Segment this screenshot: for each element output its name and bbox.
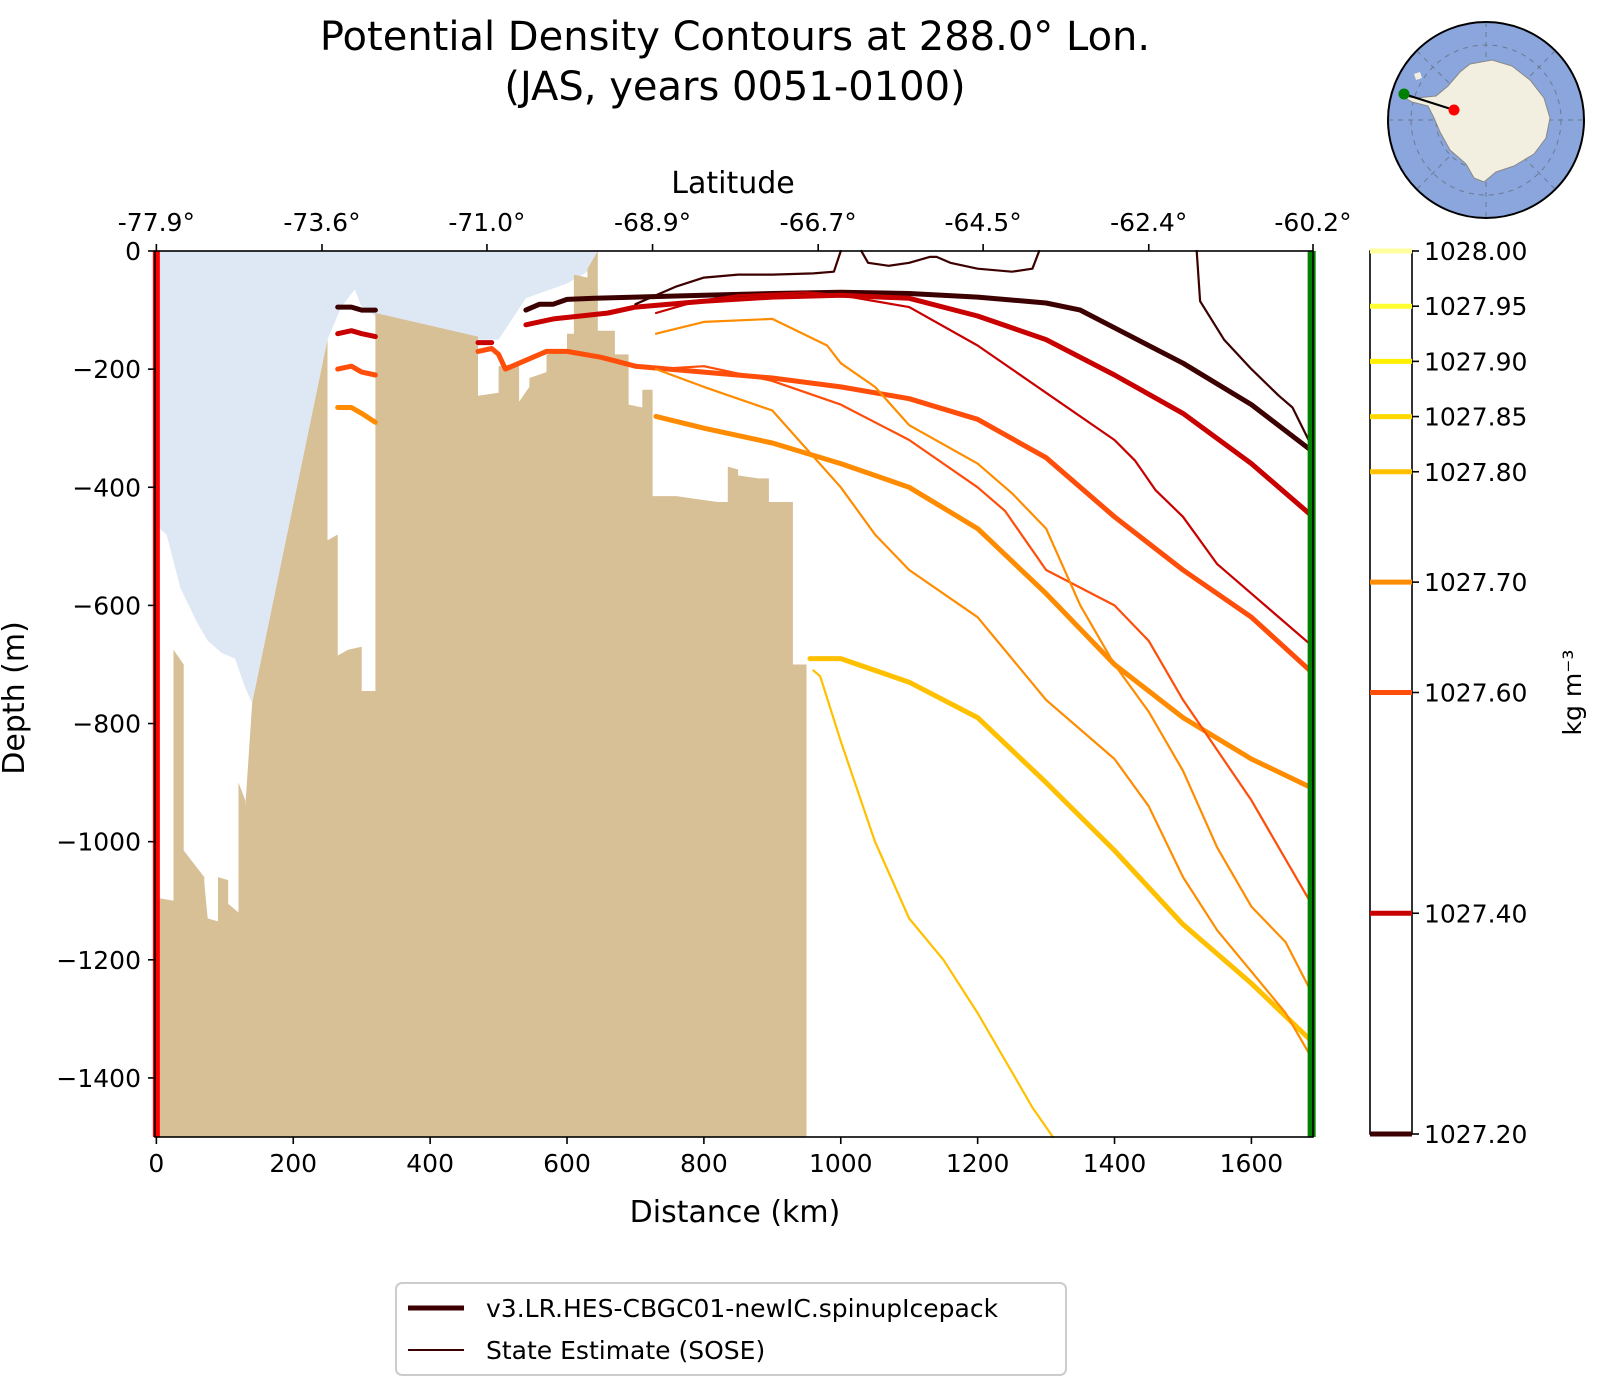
colorbar-tick-label: 1027.70	[1424, 568, 1527, 597]
x-tick-label: 1200	[946, 1149, 1010, 1178]
x-tick-label: 600	[543, 1149, 591, 1178]
colorbar-tick-label: 1027.80	[1424, 458, 1527, 487]
y-tick-label: −1200	[56, 946, 141, 975]
y-axis: 0 −200 −400 −600 −800 −1000 −1200 −1400	[56, 237, 155, 1093]
plot-area	[152, 249, 1316, 1139]
y-tick-label: −1000	[56, 828, 141, 857]
x-tick-label: 400	[406, 1149, 454, 1178]
y-axis-label: Depth (m)	[0, 621, 32, 775]
section-end-dot	[1398, 88, 1410, 100]
section-line	[1403, 93, 1455, 111]
y-tick-label: −400	[72, 473, 141, 502]
x-tick-label: 1600	[1220, 1149, 1284, 1178]
lat-tick-label: -71.0°	[448, 208, 525, 237]
lat-tick-label: -64.5°	[945, 208, 1022, 237]
antarctica-landmass	[1401, 59, 1551, 183]
colorbar-tick-label: 1028.00	[1424, 237, 1527, 266]
lat-tick-label: -66.7°	[780, 208, 857, 237]
legend-frame	[395, 1282, 1067, 1376]
y-tick-label: −800	[72, 710, 141, 739]
colorbar-label: kg m⁻³	[1558, 650, 1587, 736]
plot-frame	[154, 250, 1314, 1138]
contour-layer	[335, 249, 1316, 1139]
lat-tick-label: -68.9°	[614, 208, 691, 237]
model-contour-1027.2-1	[523, 289, 1316, 455]
sose-contour-1027.8-17	[812, 669, 1055, 1139]
lat-tick-label: -73.6°	[283, 208, 360, 237]
x-axis: 0 200 400 600 800 1000 1200 1400 1600	[148, 1137, 1283, 1178]
y-tick-label: −1400	[56, 1064, 141, 1093]
model-contour-1027.2-0	[335, 304, 378, 313]
x-tick-label: 800	[680, 1149, 728, 1178]
bathymetry-area	[156, 251, 807, 1137]
x-axis-label: Distance (km)	[630, 1195, 841, 1230]
sose-contour-1027.7-15	[654, 317, 1315, 997]
legend: v3.LR.HES-CBGC01-newIC.spinupIcepack Sta…	[395, 1282, 1067, 1376]
lat-tick-label: -62.4°	[1110, 208, 1187, 237]
colorbar-tick-label: 1027.90	[1424, 347, 1527, 376]
chart-subtitle: (JAS, years 0051-0100)	[504, 64, 965, 110]
sose-contour-1027.7-16	[654, 368, 1315, 1062]
colorbar-tick-label: 1027.85	[1424, 403, 1527, 432]
lat-tick-label: -60.2°	[1274, 208, 1351, 237]
model-contour-1027.4-2	[335, 328, 378, 340]
latitude-axis: -77.9° -73.6° -71.0° -68.9° -66.7° -64.5° -62.…	[118, 208, 1352, 251]
sose-contour-1027.2-11	[860, 249, 1041, 273]
y-tick-label: −600	[72, 591, 141, 620]
latitude-axis-label: Latitude	[671, 166, 794, 201]
model-contour-1027.7-8	[653, 413, 1316, 791]
y-tick-label: 0	[125, 237, 141, 266]
sose-contour-1027.4-13	[654, 291, 1315, 648]
colorbar: 1027.20 1027.40 1027.60 1027.70 1027.80 1027.…	[1369, 237, 1527, 1149]
colorbar-tick-label: 1027.95	[1424, 292, 1527, 321]
x-tick-label: 200	[269, 1149, 317, 1178]
sose-contour-1027.2-12	[1195, 249, 1315, 450]
x-tick-label: 0	[148, 1149, 164, 1178]
colorbar-tick-label: 1027.60	[1424, 679, 1527, 708]
sose-contour-1027.6-14	[654, 365, 1315, 908]
y-tick-label: −200	[72, 355, 141, 384]
model-contour-1027.8-9	[807, 656, 1316, 1045]
inset-polar-map	[1387, 21, 1585, 219]
legend-label-sose: State Estimate (SOSE)	[486, 1336, 765, 1365]
section-markers	[152, 251, 1316, 1137]
x-tick-label: 1000	[809, 1149, 873, 1178]
legend-label-model: v3.LR.HES-CBGC01-newIC.spinupIcepack	[486, 1294, 999, 1323]
ice-shelf-area	[156, 251, 598, 703]
colorbar-tick-label: 1027.40	[1424, 899, 1527, 928]
section-start-dot	[1448, 104, 1460, 116]
model-contour-1027.6-5	[335, 363, 378, 378]
sose-contour-1027.2-10	[634, 249, 842, 306]
colorbar-tick-label: 1027.20	[1424, 1120, 1527, 1149]
chart-title: Potential Density Contours at 288.0° Lon…	[320, 14, 1150, 60]
model-contour-1027.7-7	[335, 405, 378, 425]
fills-layer	[156, 251, 807, 1137]
small-island	[1414, 72, 1422, 80]
x-tick-label: 1400	[1083, 1149, 1147, 1178]
lat-tick-label: -77.9°	[118, 208, 195, 237]
